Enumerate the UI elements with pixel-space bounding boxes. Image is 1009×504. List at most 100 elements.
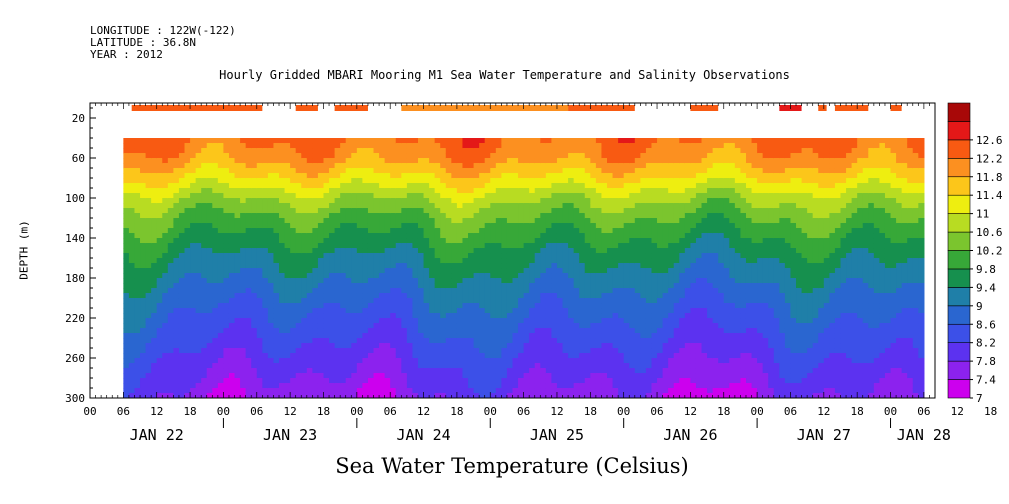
heatmap-cell <box>423 303 430 309</box>
heatmap-cell <box>317 323 325 329</box>
heatmap-cell <box>618 148 625 154</box>
heatmap-cell <box>562 148 569 154</box>
heatmap-cell <box>595 333 603 339</box>
heatmap-cell <box>462 363 469 369</box>
heatmap-cell <box>140 388 147 394</box>
heatmap-cell <box>323 183 330 189</box>
heatmap-cell <box>267 258 275 264</box>
heatmap-cell <box>362 328 369 334</box>
heatmap-cell <box>134 203 141 209</box>
heatmap-cell <box>629 283 636 289</box>
heatmap-cell <box>367 388 375 394</box>
heatmap-cell <box>568 233 575 239</box>
heatmap-cell <box>329 263 336 269</box>
heatmap-cell <box>128 373 136 379</box>
heatmap-cell <box>145 328 152 334</box>
heatmap-cell <box>262 378 269 384</box>
heatmap-cell <box>468 143 475 149</box>
heatmap-cell <box>312 338 319 344</box>
heatmap-cell <box>145 223 152 229</box>
heatmap-cell <box>534 268 541 274</box>
heatmap-cell <box>190 178 197 184</box>
heatmap-cell <box>545 168 553 174</box>
heatmap-cell <box>545 248 553 254</box>
heatmap-cell <box>262 308 269 314</box>
heatmap-cell <box>540 203 547 209</box>
heatmap-cell <box>601 248 608 254</box>
heatmap-cell <box>329 163 336 169</box>
heatmap-cell <box>540 288 547 294</box>
heatmap-cell <box>273 293 280 299</box>
heatmap-cell <box>395 198 402 204</box>
heatmap-cell <box>223 318 230 324</box>
heatmap-cell <box>329 203 336 209</box>
heatmap-cell <box>340 218 347 224</box>
heatmap-cell <box>356 203 363 209</box>
heatmap-cell <box>456 223 464 229</box>
heatmap-cell <box>151 378 158 384</box>
heatmap-cell <box>445 228 452 234</box>
heatmap-cell <box>506 233 514 239</box>
heatmap-cell <box>329 318 336 324</box>
heatmap-cell <box>529 138 536 144</box>
heatmap-cell <box>134 243 141 249</box>
heatmap-cell <box>151 343 158 349</box>
heatmap-cell <box>401 333 408 339</box>
heatmap-cell <box>362 293 369 299</box>
heatmap-cell <box>623 163 630 169</box>
heatmap-cell <box>167 148 174 154</box>
heatmap-cell <box>595 173 603 179</box>
heatmap-cell <box>473 168 480 174</box>
heatmap-cell <box>651 158 658 164</box>
heatmap-cell <box>468 158 475 164</box>
heatmap-cell <box>228 228 236 234</box>
heatmap-cell <box>167 283 174 289</box>
heatmap-cell <box>479 368 486 374</box>
heatmap-cell <box>623 308 630 314</box>
heatmap-cell <box>167 153 174 159</box>
heatmap-cell <box>190 338 197 344</box>
heatmap-cell <box>279 303 286 309</box>
heatmap-cell <box>395 228 402 234</box>
heatmap-cell <box>573 173 580 179</box>
heatmap-cell <box>523 203 530 209</box>
heatmap-cell <box>623 243 630 249</box>
heatmap-cell <box>607 383 614 389</box>
heatmap-cell <box>290 258 297 264</box>
heatmap-cell <box>579 178 586 184</box>
heatmap-cell <box>556 163 564 169</box>
heatmap-cell <box>367 153 375 159</box>
heatmap-cell <box>173 223 180 229</box>
heatmap-cell <box>128 178 136 184</box>
heatmap-cell <box>634 283 641 289</box>
heatmap-cell <box>356 138 363 144</box>
heatmap-cell <box>240 173 247 179</box>
heatmap-cell <box>417 258 425 264</box>
heatmap-cell <box>629 153 636 159</box>
heatmap-cell <box>423 173 430 179</box>
heatmap-cell <box>417 183 425 189</box>
heatmap-cell <box>629 213 636 219</box>
heatmap-cell <box>251 303 258 309</box>
heatmap-cell <box>601 348 608 354</box>
heatmap-cell <box>518 143 525 149</box>
heatmap-cell <box>629 343 636 349</box>
heatmap-cell <box>140 338 147 344</box>
heatmap-cell <box>379 203 386 209</box>
heatmap-cell <box>240 318 247 324</box>
heatmap-cell <box>267 253 275 259</box>
heatmap-cell <box>240 263 247 269</box>
heatmap-cell <box>456 258 464 264</box>
heatmap-cell <box>279 213 286 219</box>
heatmap-cell <box>267 188 275 194</box>
heatmap-cell <box>379 313 386 319</box>
heatmap-cell <box>317 148 325 154</box>
heatmap-cell <box>434 228 441 234</box>
heatmap-cell <box>351 238 358 244</box>
heatmap-cell <box>184 193 191 199</box>
heatmap-cell <box>134 233 141 239</box>
heatmap-cell <box>634 373 641 379</box>
heatmap-cell <box>190 343 197 349</box>
heatmap-cell <box>607 243 614 249</box>
heatmap-cell <box>651 313 658 319</box>
